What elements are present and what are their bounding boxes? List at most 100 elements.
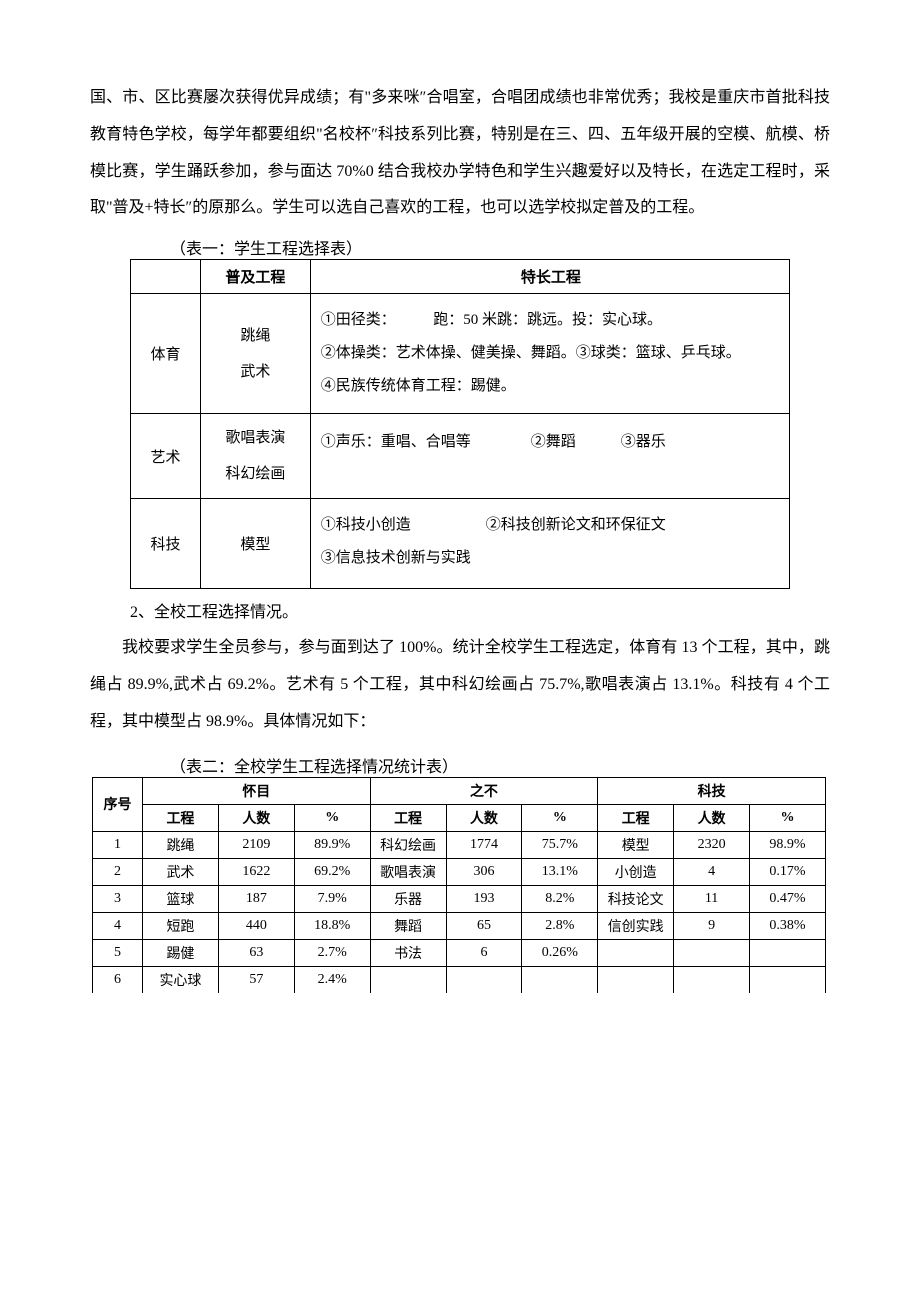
table-row: 6 实心球 57 2.4% — [93, 966, 826, 993]
table1-special-tech-1: ①科技小创造 ②科技创新论文和环保征文 — [321, 509, 781, 542]
table2-r2-g1-0: 武术 — [143, 858, 219, 885]
table2-r2-g3-2: 0.17% — [750, 858, 826, 885]
table1-caption: （表一：学生工程选择表） — [170, 235, 830, 259]
table2-r5-g3-1 — [674, 939, 750, 966]
table2-r4-g3-0: 信创实践 — [598, 912, 674, 939]
table1-popular-art-2: 科幻绘画 — [209, 456, 302, 492]
table1-cat-art: 艺术 — [131, 414, 201, 499]
table2-r6-g1-2: 2.4% — [294, 966, 370, 993]
table2-g3-sub2: 人数 — [674, 804, 750, 831]
table1-special-art: ①声乐：重唱、合唱等 ②舞蹈 ③器乐 — [310, 414, 789, 499]
table1-popular-sports-2: 武术 — [209, 354, 302, 390]
table2-r5-g3-2 — [750, 939, 826, 966]
table2-r3-g3-2: 0.47% — [750, 885, 826, 912]
table1-special-tech: ①科技小创造 ②科技创新论文和环保征文 ③信息技术创新与实践 — [310, 499, 789, 589]
table1-special-sports: ①田径类： 跑：50 米跳：跳远。投：实心球。 ②体操类：艺术体操、健美操、舞蹈… — [310, 294, 789, 414]
table2-g3-sub3: % — [750, 804, 826, 831]
table2-r5-g1-0: 踢健 — [143, 939, 219, 966]
table2-r5-seq: 5 — [93, 939, 143, 966]
table2-r6-g2-2 — [522, 966, 598, 993]
table2-r2-seq: 2 — [93, 858, 143, 885]
intro-paragraph: 国、市、区比赛屡次获得优异成绩；有"多来咪″合唱室，合唱团成绩也非常优秀；我校是… — [90, 80, 830, 227]
table2-header-seq: 序号 — [93, 777, 143, 831]
table2-r1-seq: 1 — [93, 831, 143, 858]
table2-r2-g3-1: 4 — [674, 858, 750, 885]
table2-r5-g2-1: 6 — [446, 939, 522, 966]
table2-r2-g1-1: 1622 — [218, 858, 294, 885]
table2-r5-g2-2: 0.26% — [522, 939, 598, 966]
table2-r6-g2-1 — [446, 966, 522, 993]
table2-r4-g1-2: 18.8% — [294, 912, 370, 939]
table1-cat-sports: 体育 — [131, 294, 201, 414]
table2-r1-g1-0: 跳绳 — [143, 831, 219, 858]
table2-r1-g3-1: 2320 — [674, 831, 750, 858]
table2-r4-g1-1: 440 — [218, 912, 294, 939]
table2-r3-g1-2: 7.9% — [294, 885, 370, 912]
table2-r4-seq: 4 — [93, 912, 143, 939]
table1-popular-sports: 跳绳 武术 — [200, 294, 310, 414]
table1-special-sports-3: ④民族传统体育工程：踢健。 — [321, 370, 781, 403]
table2-r4-g1-0: 短跑 — [143, 912, 219, 939]
table1-special-tech-2: ③信息技术创新与实践 — [321, 542, 781, 575]
table2-body: 1 跳绳 2109 89.9% 科幻绘画 1774 75.7% 模型 2320 … — [93, 831, 826, 993]
table1-project-selection: 普及工程 特长工程 体育 跳绳 武术 ①田径类： 跑：50 米跳：跳远。投：实心… — [130, 259, 790, 589]
table1-header-special: 特长工程 — [310, 260, 789, 294]
table1-special-sports-2: ②体操类：艺术体操、健美操、舞蹈。③球类：篮球、乒乓球。 — [321, 337, 781, 370]
table2-r3-g1-0: 篮球 — [143, 885, 219, 912]
table2-g2-sub1: 工程 — [370, 804, 446, 831]
table2-r1-g2-1: 1774 — [446, 831, 522, 858]
table2-r6-g3-1 — [674, 966, 750, 993]
table2-r3-g2-1: 193 — [446, 885, 522, 912]
table2-r3-g3-0: 科技论文 — [598, 885, 674, 912]
table2-r6-seq: 6 — [93, 966, 143, 993]
table2-header-row2: 工程 人数 % 工程 人数 % 工程 人数 % — [93, 804, 826, 831]
table-row: 5 踢健 63 2.7% 书法 6 0.26% — [93, 939, 826, 966]
table-row: 2 武术 1622 69.2% 歌唱表演 306 13.1% 小创造 4 0.1… — [93, 858, 826, 885]
table2-r4-g3-1: 9 — [674, 912, 750, 939]
table2-r3-g2-2: 8.2% — [522, 885, 598, 912]
table2-statistics: 序号 怀目 之不 科技 工程 人数 % 工程 人数 % 工程 人数 % 1 跳绳… — [92, 777, 826, 993]
table2-g1-sub3: % — [294, 804, 370, 831]
table2-r1-g1-1: 2109 — [218, 831, 294, 858]
table1-popular-art-1: 歌唱表演 — [209, 420, 302, 456]
table1-row-sports: 体育 跳绳 武术 ①田径类： 跑：50 米跳：跳远。投：实心球。 ②体操类：艺术… — [131, 294, 790, 414]
table2-g2-sub3: % — [522, 804, 598, 831]
table2-r1-g3-2: 98.9% — [750, 831, 826, 858]
table2-r2-g1-2: 69.2% — [294, 858, 370, 885]
table-row: 4 短跑 440 18.8% 舞蹈 65 2.8% 信创实践 9 0.38% — [93, 912, 826, 939]
section2-label: 2、全校工程选择情况。 — [130, 595, 830, 630]
table2-r2-g2-1: 306 — [446, 858, 522, 885]
table1-header-popular: 普及工程 — [200, 260, 310, 294]
table1-row-art: 艺术 歌唱表演 科幻绘画 ①声乐：重唱、合唱等 ②舞蹈 ③器乐 — [131, 414, 790, 499]
table1-popular-tech: 模型 — [200, 499, 310, 589]
table2-caption: （表二：全校学生工程选择情况统计表） — [170, 753, 830, 777]
table2-r1-g2-2: 75.7% — [522, 831, 598, 858]
table2-r1-g1-2: 89.9% — [294, 831, 370, 858]
table2-g1-sub1: 工程 — [143, 804, 219, 831]
table1-special-art-1: ①声乐：重唱、合唱等 ②舞蹈 ③器乐 — [321, 426, 781, 459]
table2-r6-g1-0: 实心球 — [143, 966, 219, 993]
table2-r4-g3-2: 0.38% — [750, 912, 826, 939]
table2-r3-g2-0: 乐器 — [370, 885, 446, 912]
table2-r5-g2-0: 书法 — [370, 939, 446, 966]
table2-r6-g2-0 — [370, 966, 446, 993]
table2-r3-g3-1: 11 — [674, 885, 750, 912]
table2-g2-sub2: 人数 — [446, 804, 522, 831]
table2-r3-g1-1: 187 — [218, 885, 294, 912]
table1-popular-sports-1: 跳绳 — [209, 318, 302, 354]
table2-g1-sub2: 人数 — [218, 804, 294, 831]
table2-r4-g2-1: 65 — [446, 912, 522, 939]
table2-r6-g3-0 — [598, 966, 674, 993]
table1-row-tech: 科技 模型 ①科技小创造 ②科技创新论文和环保征文 ③信息技术创新与实践 — [131, 499, 790, 589]
table1-header-row: 普及工程 特长工程 — [131, 260, 790, 294]
table2-header-row1: 序号 怀目 之不 科技 — [93, 777, 826, 804]
table2-r5-g3-0 — [598, 939, 674, 966]
table-row: 1 跳绳 2109 89.9% 科幻绘画 1774 75.7% 模型 2320 … — [93, 831, 826, 858]
table2-r4-g2-2: 2.8% — [522, 912, 598, 939]
table2-group3-title: 科技 — [598, 777, 826, 804]
table1-special-sports-1: ①田径类： 跑：50 米跳：跳远。投：实心球。 — [321, 304, 781, 337]
section2-paragraph: 我校要求学生全员参与，参与面到达了 100%。统计全校学生工程选定，体育有 13… — [90, 630, 830, 740]
table2-r3-seq: 3 — [93, 885, 143, 912]
table2-r1-g2-0: 科幻绘画 — [370, 831, 446, 858]
table-row: 3 篮球 187 7.9% 乐器 193 8.2% 科技论文 11 0.47% — [93, 885, 826, 912]
